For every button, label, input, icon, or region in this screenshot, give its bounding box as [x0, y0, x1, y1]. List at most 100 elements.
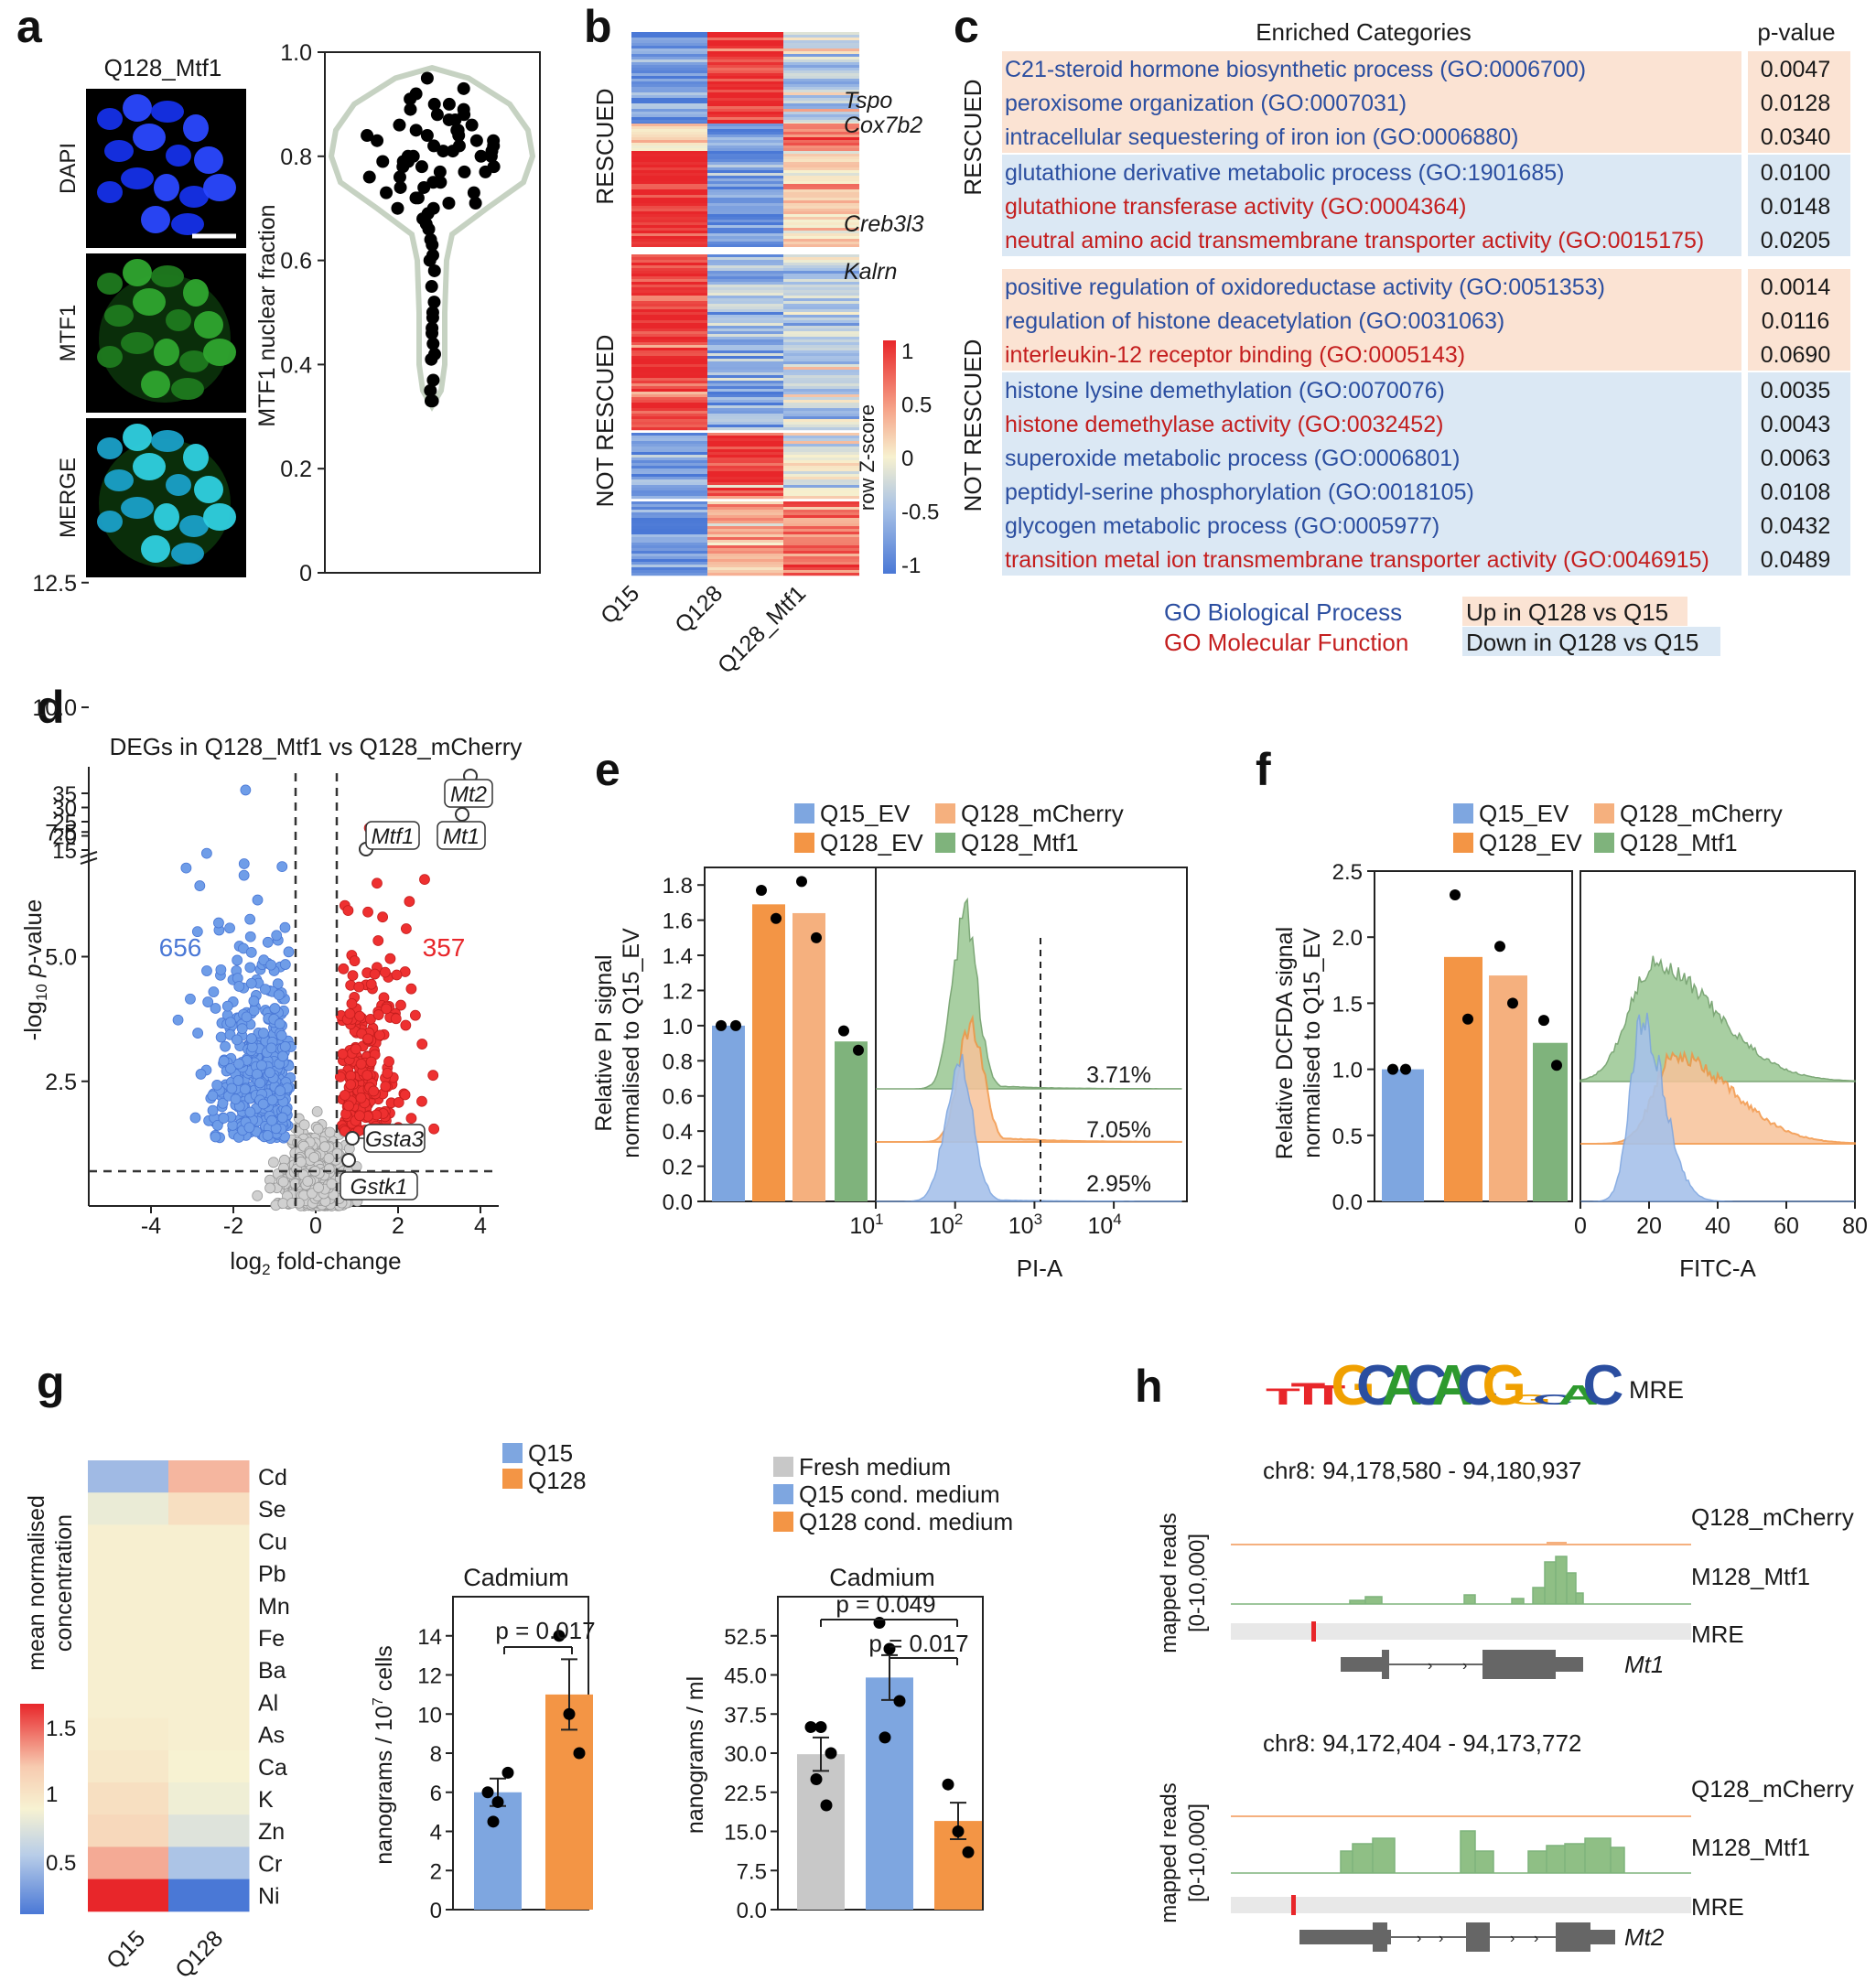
heat-cell	[783, 307, 859, 310]
legend-down-swatch	[1462, 627, 1720, 656]
heat-cell	[783, 109, 859, 113]
ytick-label: 0.6	[663, 1085, 693, 1110]
heat-cell	[707, 422, 783, 425]
heat-cell	[783, 214, 859, 218]
heat-cell	[631, 198, 707, 201]
ytick-label: 0.8	[280, 145, 312, 170]
locus-coords: chr8: 94,178,580 - 94,180,937	[1263, 1457, 1581, 1484]
data-point	[427, 296, 441, 309]
heat-cell	[783, 458, 859, 461]
heat-cell	[783, 540, 859, 544]
heat-cell	[707, 496, 783, 500]
down-point	[192, 1028, 204, 1039]
heat-cell	[783, 361, 859, 365]
bar	[792, 912, 825, 1201]
heat-cell	[631, 367, 707, 371]
heat-cell	[707, 195, 783, 199]
heat-cell	[707, 159, 783, 163]
down-point	[276, 861, 288, 872]
heat-cell	[783, 367, 859, 371]
channel-label-mtf1: MTF1	[56, 305, 81, 362]
group-band	[1002, 269, 1741, 371]
heat-cell	[631, 189, 707, 193]
heat-cell	[783, 98, 859, 102]
heat-cell	[783, 529, 859, 533]
down-point	[238, 869, 250, 881]
heat-cell	[631, 92, 707, 96]
heat-cell	[631, 260, 707, 264]
heat-cell	[707, 112, 783, 115]
heat-cell	[631, 529, 707, 533]
heat-cell	[707, 559, 783, 563]
locus-mt1: mapped reads [0-10,000] chr8: 94,178,580…	[1157, 1457, 1854, 1679]
up-point	[368, 1085, 380, 1097]
xtick-label: 20	[1636, 1213, 1662, 1239]
heat-cell	[631, 206, 707, 210]
heat-cell	[631, 507, 707, 511]
up-point	[380, 966, 391, 978]
heat-cell	[631, 471, 707, 475]
heat-cell	[783, 375, 859, 379]
heat-cell	[631, 444, 707, 447]
heat-cell	[707, 79, 783, 82]
ytick-label: 1.4	[663, 944, 693, 969]
heat-cell	[707, 51, 783, 55]
heat-cell	[707, 276, 783, 280]
heat-cell	[707, 265, 783, 269]
heat-cell	[783, 403, 859, 406]
motif-letter: C	[1457, 1354, 1498, 1417]
heat-cell	[783, 271, 859, 275]
up-point	[344, 1007, 356, 1019]
svg-text:Q128 cond. medium: Q128 cond. medium	[799, 1508, 1013, 1535]
panel-f-ylabel-1: Relative DCFDA signal	[1272, 927, 1298, 1159]
heat-cell	[631, 548, 707, 552]
svg-text:Q128_EV: Q128_EV	[820, 829, 923, 856]
metal-labels: Cd Se Cu Pb Mn Fe Ba Al As Ca K Zn Cr Ni	[258, 1465, 290, 1910]
heat-cell	[783, 206, 859, 210]
panel-label-h: h	[1135, 1361, 1163, 1412]
heat-cell	[631, 301, 707, 305]
down-point	[233, 1058, 244, 1070]
ytick-label: 0	[430, 1899, 442, 1923]
svg-text:Q128_mCherry: Q128_mCherry	[1691, 1775, 1854, 1803]
heat-cell	[707, 200, 783, 204]
heat-cell	[631, 254, 707, 258]
heat-cell	[631, 523, 707, 527]
heat-cell	[631, 504, 707, 508]
heat-cell	[783, 145, 859, 149]
heat-cell	[783, 79, 859, 82]
ytick-label: 25	[52, 811, 77, 835]
ytick-label: 0.5	[1332, 1125, 1363, 1149]
nucleus	[97, 181, 123, 203]
heat-cell	[707, 233, 783, 237]
ns-point	[319, 1141, 330, 1153]
cadmium-medium-chart: Fresh medium Q15 cond. medium Q128 cond.…	[683, 1453, 1013, 1923]
data-point	[409, 124, 423, 137]
heat-cell	[631, 318, 707, 321]
panel-label-b: b	[584, 1, 612, 52]
heat-cell	[631, 312, 707, 316]
heat-cell	[783, 318, 859, 321]
heat-cell	[631, 132, 707, 135]
panel-a-yaxis: 0 0.2 0.4 0.6 0.8 1.0	[280, 40, 325, 587]
data-point	[479, 165, 492, 178]
ytick-label: 0.8	[663, 1050, 693, 1074]
heat-cell	[783, 320, 859, 324]
heat-cell	[631, 364, 707, 368]
ns-point	[324, 1126, 336, 1138]
heat-cell	[707, 181, 783, 185]
down-point	[207, 1090, 219, 1102]
heat-cell	[631, 79, 707, 82]
heat-cell	[631, 334, 707, 338]
panel-a-points	[361, 71, 501, 408]
svg-text:Mtf1: Mtf1	[372, 824, 415, 849]
ytick-label: 6	[430, 1782, 442, 1806]
motif-letter: G	[1332, 1354, 1375, 1417]
heat-cell	[707, 318, 783, 321]
heat-cell	[783, 114, 859, 118]
panel-b-heatmap	[631, 32, 859, 576]
heat-cell	[631, 62, 707, 66]
heat-cell	[631, 331, 707, 335]
heat-cell	[707, 485, 783, 489]
